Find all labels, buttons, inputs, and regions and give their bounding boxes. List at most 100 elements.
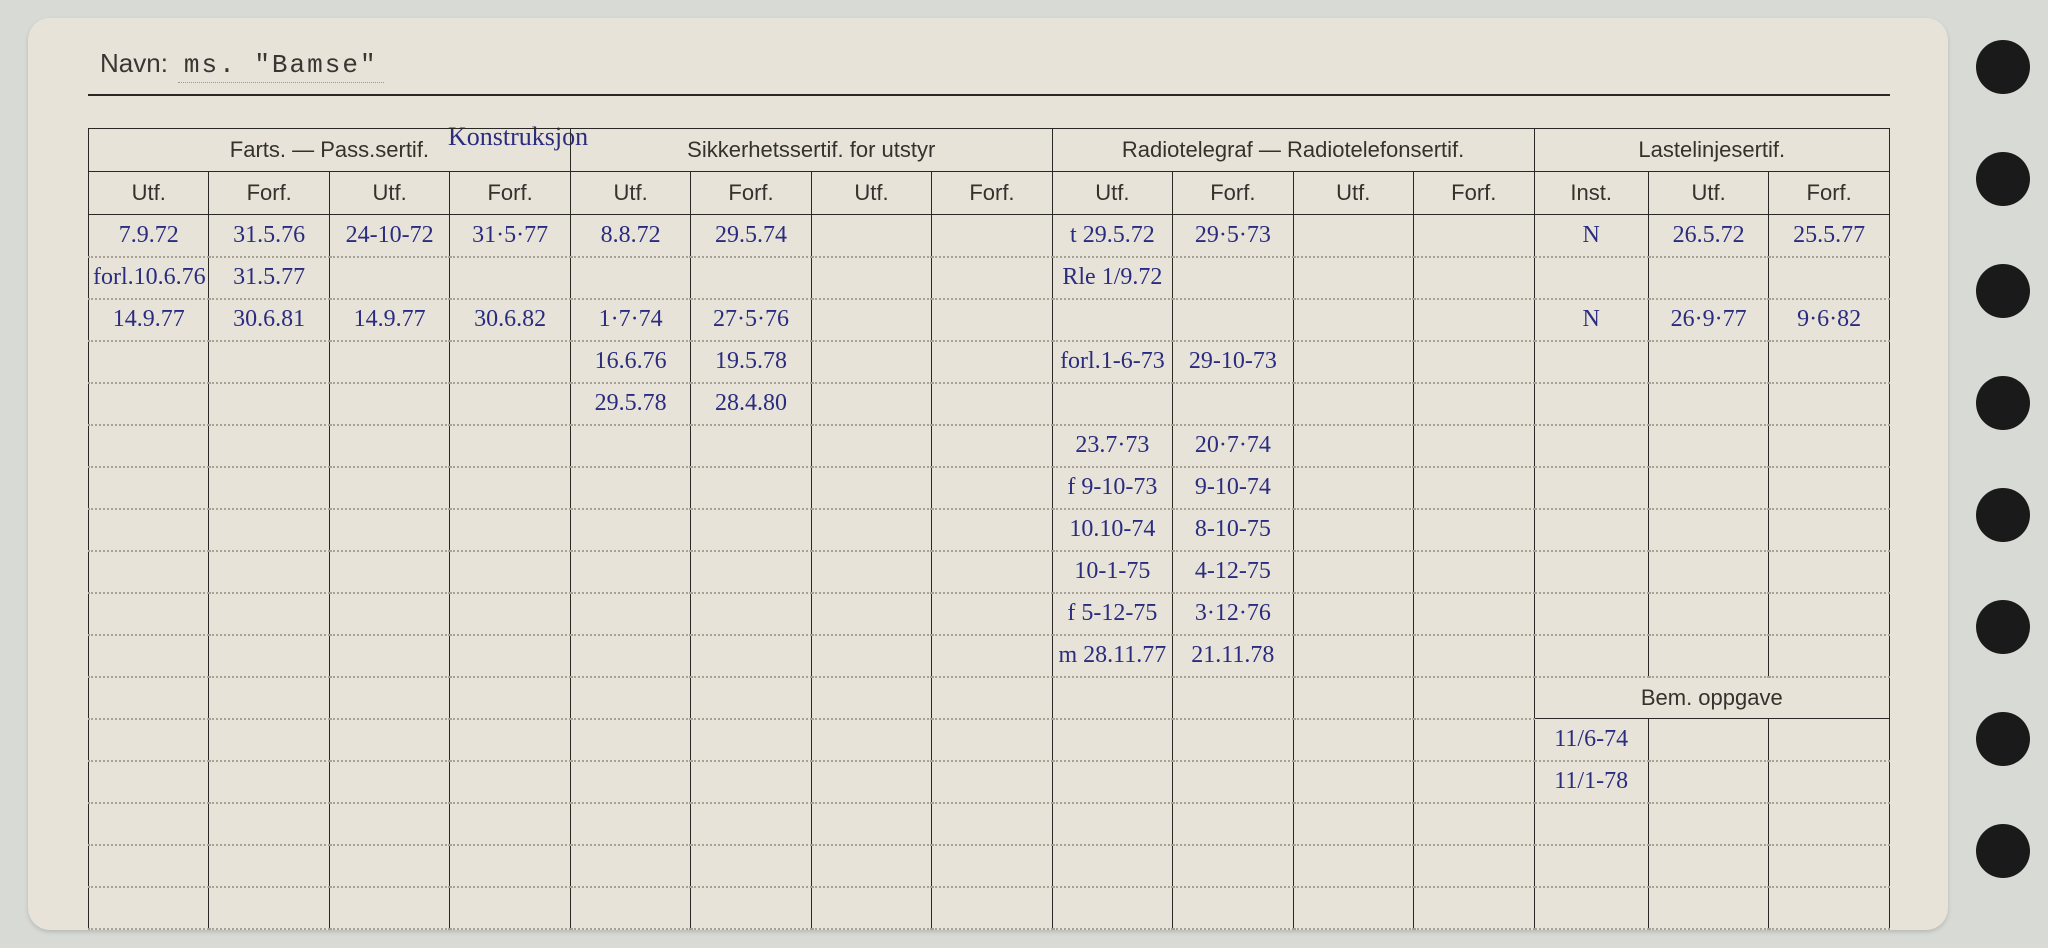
cell: 19.5.78 bbox=[691, 341, 811, 383]
cell bbox=[1769, 551, 1890, 593]
cell bbox=[1769, 383, 1890, 425]
section-radio: Radiotelegraf — Radiotelefonsertif. bbox=[1052, 129, 1534, 172]
cell bbox=[89, 635, 209, 677]
cell bbox=[1414, 299, 1535, 341]
bem-cell: 11/6-74 bbox=[1534, 719, 1648, 761]
cell: 8.8.72 bbox=[570, 215, 690, 257]
cell bbox=[1414, 803, 1535, 845]
cell: 10-1-75 bbox=[1052, 551, 1172, 593]
cell bbox=[1769, 635, 1890, 677]
cell bbox=[811, 887, 931, 929]
cell bbox=[570, 803, 690, 845]
cell bbox=[1414, 761, 1535, 803]
cell bbox=[89, 383, 209, 425]
bem-cell bbox=[1534, 887, 1648, 929]
cell bbox=[932, 425, 1052, 467]
cell bbox=[932, 761, 1052, 803]
cell: 1·7·74 bbox=[570, 299, 690, 341]
cell bbox=[691, 635, 811, 677]
cell bbox=[1293, 845, 1413, 887]
cell bbox=[1293, 257, 1413, 299]
cell bbox=[932, 551, 1052, 593]
cell bbox=[811, 551, 931, 593]
cell bbox=[1052, 299, 1172, 341]
cell bbox=[209, 551, 329, 593]
cell: 31.5.76 bbox=[209, 215, 329, 257]
table-row: 10-1-754-12-75 bbox=[89, 551, 1890, 593]
cell: 20·7·74 bbox=[1173, 425, 1293, 467]
cell bbox=[209, 425, 329, 467]
cell bbox=[89, 887, 209, 929]
cell bbox=[329, 677, 449, 719]
cell bbox=[1769, 467, 1890, 509]
cell bbox=[691, 257, 811, 299]
cell bbox=[329, 803, 449, 845]
cell: 7.9.72 bbox=[89, 215, 209, 257]
bem-cell bbox=[1534, 845, 1648, 887]
cell bbox=[329, 635, 449, 677]
cell bbox=[932, 467, 1052, 509]
section-lastelinje: Lastelinjesertif. bbox=[1534, 129, 1889, 172]
cell bbox=[1052, 761, 1172, 803]
cell bbox=[450, 383, 570, 425]
cell bbox=[1173, 761, 1293, 803]
cell bbox=[691, 719, 811, 761]
cell bbox=[1534, 593, 1648, 635]
cell bbox=[811, 509, 931, 551]
cell bbox=[1769, 509, 1890, 551]
col-inst: Inst. bbox=[1534, 172, 1648, 215]
col-utf: Utf. bbox=[811, 172, 931, 215]
table-row: 10.10-748-10-75 bbox=[89, 509, 1890, 551]
col-forf: Forf. bbox=[932, 172, 1052, 215]
navn-label: Navn: bbox=[100, 48, 168, 79]
cell bbox=[450, 467, 570, 509]
cell bbox=[1769, 257, 1890, 299]
cell bbox=[89, 509, 209, 551]
cell bbox=[811, 761, 931, 803]
bem-cell bbox=[1648, 803, 1768, 845]
cell bbox=[811, 719, 931, 761]
cell bbox=[691, 509, 811, 551]
col-forf: Forf. bbox=[1173, 172, 1293, 215]
table-row bbox=[89, 845, 1890, 887]
cell bbox=[89, 341, 209, 383]
cell bbox=[932, 509, 1052, 551]
cell bbox=[932, 215, 1052, 257]
certificate-table: Farts. — Pass.sertif. Sikkerhetssertif. … bbox=[88, 128, 1890, 930]
cell bbox=[1293, 509, 1413, 551]
col-forf: Forf. bbox=[1414, 172, 1535, 215]
cell bbox=[450, 677, 570, 719]
cell bbox=[450, 887, 570, 929]
section-sikkerhet: Sikkerhetssertif. for utstyr bbox=[570, 129, 1052, 172]
cell bbox=[89, 719, 209, 761]
cell bbox=[1534, 635, 1648, 677]
cell bbox=[329, 509, 449, 551]
table-row: f 9-10-739-10-74 bbox=[89, 467, 1890, 509]
cell bbox=[1414, 509, 1535, 551]
col-utf: Utf. bbox=[89, 172, 209, 215]
cell: 3·12·76 bbox=[1173, 593, 1293, 635]
cell bbox=[89, 677, 209, 719]
cell bbox=[450, 551, 570, 593]
cell bbox=[570, 509, 690, 551]
cell bbox=[691, 425, 811, 467]
cell: 16.6.76 bbox=[570, 341, 690, 383]
cell bbox=[1052, 887, 1172, 929]
hole-icon bbox=[1976, 152, 2030, 206]
cell bbox=[691, 551, 811, 593]
cell bbox=[1052, 803, 1172, 845]
hole-icon bbox=[1976, 376, 2030, 430]
cell bbox=[1173, 845, 1293, 887]
cell: Rle 1/9.72 bbox=[1052, 257, 1172, 299]
section-header-row: Farts. — Pass.sertif. Sikkerhetssertif. … bbox=[89, 129, 1890, 172]
cell bbox=[209, 383, 329, 425]
cell bbox=[1173, 677, 1293, 719]
cell bbox=[209, 467, 329, 509]
cell bbox=[932, 635, 1052, 677]
cell bbox=[1414, 551, 1535, 593]
cell: 28.4.80 bbox=[691, 383, 811, 425]
cell bbox=[329, 719, 449, 761]
cell bbox=[329, 467, 449, 509]
cell bbox=[1534, 425, 1648, 467]
cell bbox=[691, 593, 811, 635]
